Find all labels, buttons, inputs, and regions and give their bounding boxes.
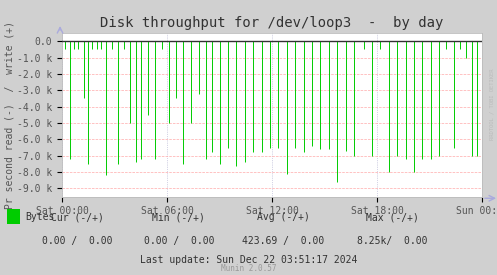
- Text: Munin 2.0.57: Munin 2.0.57: [221, 264, 276, 273]
- Y-axis label: Pr second read (-)  /  write (+): Pr second read (-) / write (+): [4, 21, 14, 209]
- Text: Bytes: Bytes: [25, 212, 54, 222]
- Text: Cur (-/+): Cur (-/+): [51, 212, 103, 222]
- Text: Min (-/+): Min (-/+): [153, 212, 205, 222]
- Text: RRDTOOL / TOBI OETIKER: RRDTOOL / TOBI OETIKER: [490, 69, 495, 140]
- Text: 423.69 /  0.00: 423.69 / 0.00: [242, 236, 325, 246]
- Text: Max (-/+): Max (-/+): [366, 212, 419, 222]
- Text: Last update: Sun Dec 22 03:51:17 2024: Last update: Sun Dec 22 03:51:17 2024: [140, 255, 357, 265]
- Text: Avg (-/+): Avg (-/+): [257, 212, 310, 222]
- Text: 0.00 /  0.00: 0.00 / 0.00: [42, 236, 112, 246]
- Text: 0.00 /  0.00: 0.00 / 0.00: [144, 236, 214, 246]
- Text: 8.25k/  0.00: 8.25k/ 0.00: [357, 236, 428, 246]
- Title: Disk throughput for /dev/loop3  -  by day: Disk throughput for /dev/loop3 - by day: [100, 16, 444, 31]
